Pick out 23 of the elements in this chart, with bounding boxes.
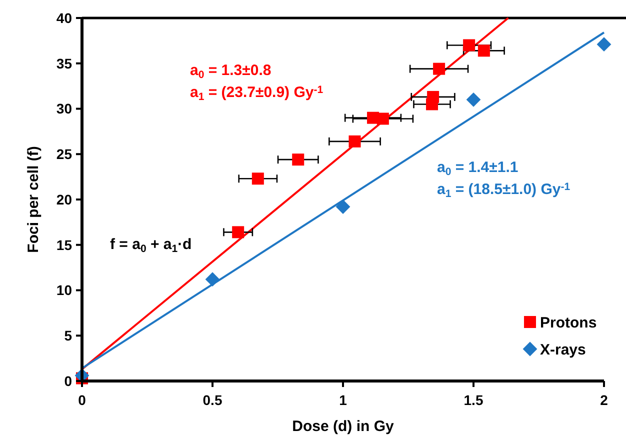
y-tick-label: 30	[56, 100, 72, 117]
y-tick-label: 35	[56, 55, 72, 72]
y-tick-label: 5	[64, 328, 72, 344]
y-tick-label: 15	[56, 236, 72, 253]
annotation: a$_{1}$ = (23.7±0.9) Gy$^{-1}$	[190, 84, 324, 103]
legend-label: X-rays	[540, 341, 586, 358]
y-tick-label: 20	[56, 191, 72, 208]
annotation: f = a$_{0}$ + a$_{1}$·d	[110, 236, 192, 255]
x-tick-label: 1.5	[464, 392, 484, 408]
y-tick-label: 25	[56, 146, 72, 162]
y-tick-label: 40	[56, 10, 72, 26]
legend-label: Protons	[540, 314, 597, 332]
x-tick-label: 1	[339, 392, 348, 408]
annotation: a$_{1}$ = (18.5±1.0) Gy$^{-1}$	[437, 180, 570, 200]
y-tick-label: 10	[56, 282, 72, 298]
x-tick-label: 0	[78, 392, 86, 408]
annotation: a$_{0}$ = 1.4±1.1	[437, 159, 518, 178]
annotation: a$_{0}$ = 1.3±0.8	[190, 62, 272, 81]
x-tick-label: 0.5	[202, 392, 222, 408]
x-tick-label: 2	[600, 392, 608, 408]
x-axis-title: Dose (d) in Gy	[292, 418, 394, 435]
y-axis-title: Foci per cell (f)	[25, 146, 42, 253]
y-tick-label: 0	[64, 372, 72, 389]
